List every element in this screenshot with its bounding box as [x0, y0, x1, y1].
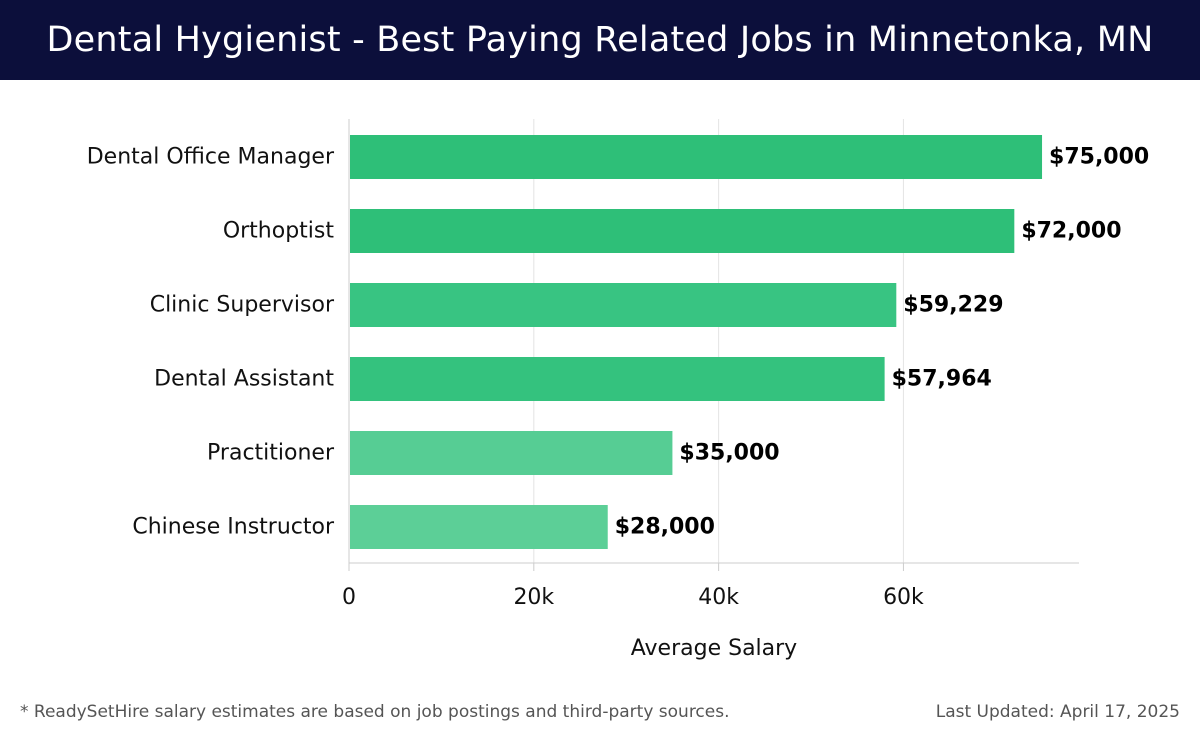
- value-label-5: $35,000: [679, 441, 779, 466]
- bar-4: [350, 357, 885, 401]
- x-tick-label-2: 40k: [698, 585, 739, 610]
- bar-6: [350, 505, 608, 549]
- bar-3: [350, 283, 897, 327]
- chart-title: Dental Hygienist - Best Paying Related J…: [46, 20, 1154, 60]
- value-label-1: $75,000: [1049, 145, 1149, 170]
- category-label-3: Clinic Supervisor: [150, 293, 335, 318]
- x-tick-label-1: 20k: [513, 585, 554, 610]
- category-label-2: Orthoptist: [223, 219, 335, 244]
- footnote: * ReadySetHire salary estimates are base…: [20, 702, 730, 722]
- category-label-6: Chinese Instructor: [132, 515, 335, 540]
- value-label-3: $59,229: [903, 293, 1003, 318]
- category-label-4: Dental Assistant: [154, 367, 334, 392]
- bar-1: [350, 135, 1043, 179]
- x-tick-label-3: 60k: [883, 585, 924, 610]
- x-tick-label-0: 0: [342, 585, 356, 610]
- value-label-4: $57,964: [892, 367, 992, 392]
- chart-header: Dental Hygienist - Best Paying Related J…: [0, 0, 1200, 80]
- x-axis-title: Average Salary: [631, 636, 797, 661]
- last-updated: Last Updated: April 17, 2025: [935, 702, 1180, 722]
- bar-2: [350, 209, 1015, 253]
- category-label-1: Dental Office Manager: [87, 145, 335, 170]
- category-label-5: Practitioner: [207, 441, 335, 466]
- value-label-2: $72,000: [1021, 219, 1121, 244]
- value-label-6: $28,000: [615, 515, 715, 540]
- salary-bar-chart: Dental Office Manager $75,000 Orthoptist $7…: [87, 119, 1149, 661]
- bar-5: [350, 431, 673, 475]
